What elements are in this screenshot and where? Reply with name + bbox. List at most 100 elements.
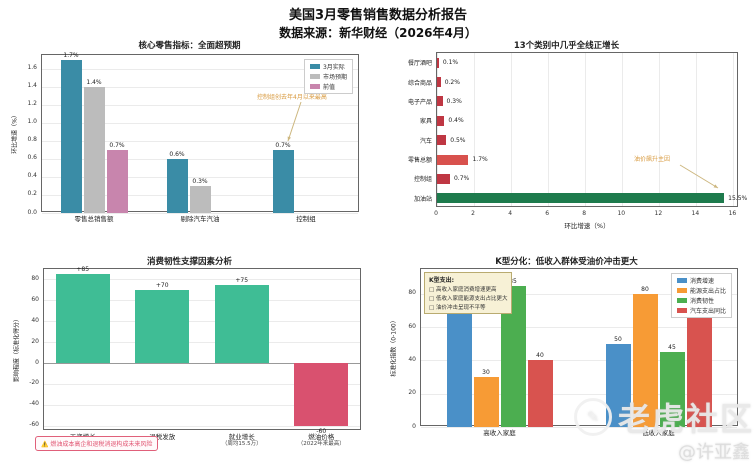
bar-value-label: 45 xyxy=(668,344,676,352)
bar-value-label: -60 xyxy=(316,427,327,435)
bar xyxy=(214,284,269,364)
bar-value-label: 0.6% xyxy=(169,150,185,158)
bar-value-label: 80 xyxy=(641,285,649,293)
x-label-sub: （2022年来最高） xyxy=(297,441,345,448)
chart-title-resilience-factors: 消费韧性支撑因素分析 xyxy=(146,257,232,267)
legend-label: 前值 xyxy=(322,84,335,91)
bar xyxy=(437,193,725,204)
legend-item: 市场预期 xyxy=(309,72,347,81)
bar xyxy=(135,289,190,364)
gridline xyxy=(44,279,360,281)
bar xyxy=(437,77,441,88)
gridline xyxy=(44,425,360,427)
y-tick-label: 60 xyxy=(408,322,416,330)
bar xyxy=(437,135,447,146)
y-tick-label: 80 xyxy=(408,289,416,297)
gridline xyxy=(44,404,360,406)
y-tick-label: -60 xyxy=(29,421,39,429)
x-label-sub: （周均15.5万） xyxy=(221,441,262,448)
legend-item: 前值 xyxy=(309,82,347,91)
chart-resilience-factors: 消费韧性支撑因素分析 +85 +70 +75 -60 -60 -40 -20 0 20 40 60 8… xyxy=(5,252,374,462)
legend-item: 能源支出占比 xyxy=(676,286,726,295)
bar xyxy=(437,57,439,68)
k-note-box: K型支出: □ 高收入家庭消费增速更高 □ 低收入家庭能源支出占比更大 □ 油价冲击呈… xyxy=(424,272,513,314)
y-tick-label: 20 xyxy=(408,389,416,397)
bar-value-label: +85 xyxy=(76,266,90,274)
gridline xyxy=(474,53,476,206)
watermark: ✎ 老虎社区 xyxy=(573,394,754,440)
legend-label: 消费韧性 xyxy=(689,298,714,305)
bar-value-label: +70 xyxy=(155,281,169,289)
bar-value-label: 1.7% xyxy=(472,156,488,164)
bar xyxy=(60,59,82,213)
bar xyxy=(294,363,349,426)
bar xyxy=(527,360,553,427)
x-tick-label: 10 xyxy=(617,210,626,217)
bar-value-label: 0.7% xyxy=(109,141,125,149)
y-tick-label: 40 xyxy=(31,316,39,324)
gridline xyxy=(44,300,360,302)
legend-label: 市场预期 xyxy=(322,74,347,81)
x-category-label: 控制组 xyxy=(296,215,316,223)
gridline xyxy=(437,53,438,206)
x-category-label: 剔除汽车汽油 xyxy=(180,215,220,223)
chart-title-category-growth: 13个类别中几乎全线正增长 xyxy=(513,41,620,51)
x-tick-label: 2 xyxy=(471,210,475,217)
y-category-label: 综合商品 xyxy=(407,79,432,87)
y-tick-label: 0.8 xyxy=(27,136,37,144)
bar-value-label: 0.4% xyxy=(448,117,464,125)
gridline xyxy=(42,213,358,214)
k-note-line: □ 低收入家庭能源支出占比更大 xyxy=(429,296,508,302)
x-category-label: 低收入家庭 xyxy=(642,429,675,437)
bar-value-label: 85 xyxy=(509,277,517,285)
legend-item: 消费韧性 xyxy=(676,296,726,305)
tiger-pen-icon: ✎ xyxy=(573,398,612,436)
gridline xyxy=(42,140,358,142)
bar xyxy=(632,293,658,427)
k-note-title: K型支出: xyxy=(429,277,455,284)
y-category-label: 零售总额 xyxy=(407,157,432,165)
bar xyxy=(83,86,105,213)
y-tick-label: 0 xyxy=(35,358,39,366)
y-tick-label: 60 xyxy=(31,295,39,303)
report-title: 美国3月零售销售数据分析报告 xyxy=(288,8,468,23)
legend-item: 消费增速 xyxy=(676,276,726,285)
legend-swatch xyxy=(309,84,320,89)
charts-grid: 核心零售指标：全面超预期 1.7% 1.4% 0.7% 0.6% 0.3% 0.7% 3月实… xyxy=(5,36,751,462)
gridline xyxy=(42,68,358,70)
bar xyxy=(686,302,712,427)
x-tick-label: 6 xyxy=(545,210,550,217)
k-note-line: □ 高收入家庭消费增速更高 xyxy=(429,287,497,293)
bar xyxy=(106,149,128,213)
gridline xyxy=(421,327,737,329)
bar-value-label: +75 xyxy=(235,276,249,284)
bar xyxy=(437,115,445,126)
x-axis-label: 环比增速（%） xyxy=(564,222,610,230)
gridline xyxy=(659,53,661,206)
y-tick-label: 1.2 xyxy=(27,100,37,108)
bar xyxy=(272,149,294,213)
risk-annotation-box: ⚠️ 燃油成本高企和退税消退构成未来风险 xyxy=(35,436,159,451)
x-category-label: 就业增长 （周均15.5万） xyxy=(197,433,287,448)
x-tick-label: 8 xyxy=(582,210,587,217)
x-label-main: 燃油价格 xyxy=(308,433,335,441)
legend-swatch xyxy=(676,308,687,313)
x-tick-label: 14 xyxy=(691,210,700,217)
gridline xyxy=(421,393,737,395)
legend-item: 汽车支出同比 xyxy=(676,306,726,315)
gridline xyxy=(696,53,698,206)
plot-area: +85 +70 +75 -60 xyxy=(43,266,361,435)
y-tick-label: 0.2 xyxy=(27,190,37,198)
y-tick-label: 1.6 xyxy=(27,64,37,72)
y-tick-label: 0 xyxy=(412,422,416,430)
x-label-main: 就业增长 xyxy=(228,433,255,441)
bar-value-label: 0.2% xyxy=(444,78,460,86)
y-category-label: 电子产品 xyxy=(407,98,432,106)
y-tick-label: 1.4 xyxy=(27,82,37,90)
x-tick-label: 16 xyxy=(728,210,737,217)
y-tick-label: -20 xyxy=(29,379,39,387)
pen-glyph: ✎ xyxy=(586,408,600,426)
bar xyxy=(189,185,211,213)
plot-area: 1.7% 1.4% 0.7% 0.6% 0.3% 0.7% 3月实际 市场预期 前值 xyxy=(41,52,359,214)
